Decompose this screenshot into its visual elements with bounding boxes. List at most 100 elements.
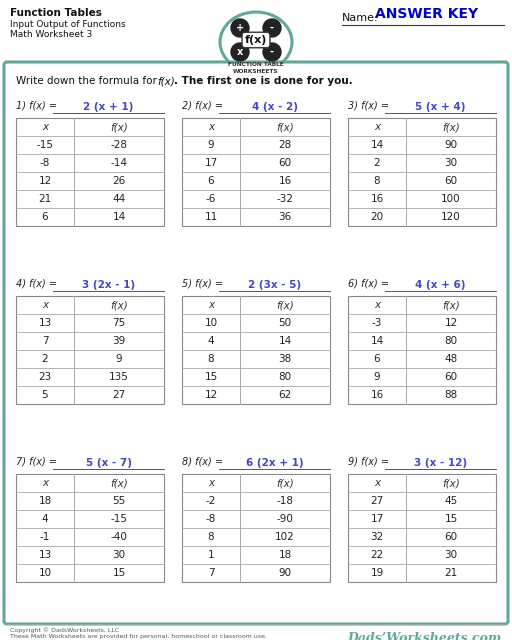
Text: 18: 18 [279, 550, 292, 560]
Text: 60: 60 [444, 372, 458, 382]
Text: 4: 4 [208, 336, 215, 346]
Bar [16, 474, 164, 582]
Text: 16: 16 [279, 176, 292, 186]
Ellipse shape [224, 16, 288, 68]
Text: f(x): f(x) [442, 300, 460, 310]
Text: 18: 18 [38, 496, 52, 506]
Text: 8: 8 [208, 532, 215, 542]
Text: 1) f(x) =: 1) f(x) = [16, 101, 60, 111]
Text: 3 (x - 12): 3 (x - 12) [414, 458, 467, 468]
Text: 14: 14 [279, 336, 292, 346]
Text: x: x [374, 122, 380, 132]
Text: 36: 36 [279, 212, 292, 222]
Text: Copyright © DadsWorksheets, LLC: Copyright © DadsWorksheets, LLC [10, 627, 119, 633]
Text: f(x): f(x) [110, 300, 128, 310]
Text: f(x): f(x) [276, 300, 294, 310]
Text: 26: 26 [112, 176, 125, 186]
Bar [182, 474, 330, 582]
Text: 15: 15 [444, 514, 458, 524]
Text: x: x [374, 478, 380, 488]
Circle shape [231, 43, 249, 61]
Text: f(x): f(x) [110, 122, 128, 132]
Text: 2: 2 [41, 354, 48, 364]
Text: Write down the formula for: Write down the formula for [16, 76, 160, 86]
Text: 2 (x + 1): 2 (x + 1) [83, 102, 134, 112]
Text: x: x [42, 300, 48, 310]
Text: +: + [236, 23, 244, 33]
Text: 80: 80 [279, 372, 291, 382]
Text: Input Output of Functions: Input Output of Functions [10, 20, 125, 29]
Text: x: x [42, 478, 48, 488]
Text: f(x): f(x) [245, 35, 267, 45]
Text: 4 (x - 2): 4 (x - 2) [251, 102, 297, 112]
Text: 12: 12 [444, 318, 458, 328]
Text: -15: -15 [111, 514, 127, 524]
Circle shape [231, 19, 249, 37]
Text: x: x [237, 47, 243, 57]
Bar [348, 296, 496, 404]
Text: 12: 12 [38, 176, 52, 186]
Text: 55: 55 [112, 496, 125, 506]
Text: -40: -40 [111, 532, 127, 542]
Text: 23: 23 [38, 372, 52, 382]
Text: Dads’Worksheets.com: Dads’Worksheets.com [348, 632, 502, 640]
Text: 88: 88 [444, 390, 458, 400]
Text: f(x): f(x) [442, 122, 460, 132]
Text: -8: -8 [206, 514, 216, 524]
Text: -3: -3 [372, 318, 382, 328]
Text: Name:: Name: [342, 13, 379, 23]
Bar [348, 474, 496, 582]
Text: -2: -2 [206, 496, 216, 506]
Text: 39: 39 [112, 336, 125, 346]
Text: Math Worksheet 3: Math Worksheet 3 [10, 30, 92, 39]
Bar [16, 296, 164, 404]
Text: f(x): f(x) [276, 122, 294, 132]
Bar [182, 118, 330, 226]
Text: 7) f(x) =: 7) f(x) = [16, 457, 60, 467]
Text: -28: -28 [111, 140, 127, 150]
Text: 16: 16 [370, 390, 383, 400]
Text: 62: 62 [279, 390, 292, 400]
Text: FUNCTION TABLE: FUNCTION TABLE [228, 62, 284, 67]
Text: -: - [270, 23, 274, 33]
Text: 8: 8 [374, 176, 380, 186]
Text: 17: 17 [370, 514, 383, 524]
Text: These Math Worksheets are provided for personal, homeschool or classroom use.: These Math Worksheets are provided for p… [10, 634, 267, 639]
Text: 16: 16 [370, 194, 383, 204]
Text: 21: 21 [38, 194, 52, 204]
Text: 102: 102 [275, 532, 295, 542]
Text: 100: 100 [441, 194, 461, 204]
Text: 1: 1 [208, 550, 215, 560]
Text: -90: -90 [276, 514, 293, 524]
Bar [16, 118, 164, 226]
Text: 30: 30 [444, 158, 458, 168]
Text: 90: 90 [279, 568, 291, 578]
Text: 32: 32 [370, 532, 383, 542]
Text: 28: 28 [279, 140, 292, 150]
Text: 7: 7 [41, 336, 48, 346]
Text: -6: -6 [206, 194, 216, 204]
Text: 3) f(x) =: 3) f(x) = [348, 101, 392, 111]
Text: 9: 9 [208, 140, 215, 150]
Text: x: x [42, 122, 48, 132]
Text: 15: 15 [204, 372, 218, 382]
Text: 3 (2x - 1): 3 (2x - 1) [82, 280, 135, 290]
Text: 5 (x + 4): 5 (x + 4) [415, 102, 466, 112]
Text: Function Tables: Function Tables [10, 8, 102, 18]
Text: 6: 6 [374, 354, 380, 364]
Text: f(x): f(x) [276, 478, 294, 488]
Text: -15: -15 [36, 140, 53, 150]
Text: 15: 15 [112, 568, 125, 578]
Text: 4) f(x) =: 4) f(x) = [16, 279, 60, 289]
Text: 12: 12 [204, 390, 218, 400]
Text: 13: 13 [38, 550, 52, 560]
Text: -8: -8 [40, 158, 50, 168]
Text: 10: 10 [204, 318, 218, 328]
Text: 9: 9 [116, 354, 122, 364]
Text: 30: 30 [113, 550, 125, 560]
Text: ANSWER KEY: ANSWER KEY [375, 7, 478, 21]
Text: 60: 60 [279, 158, 291, 168]
Text: f(x): f(x) [442, 478, 460, 488]
Text: 14: 14 [112, 212, 125, 222]
Text: 5: 5 [41, 390, 48, 400]
